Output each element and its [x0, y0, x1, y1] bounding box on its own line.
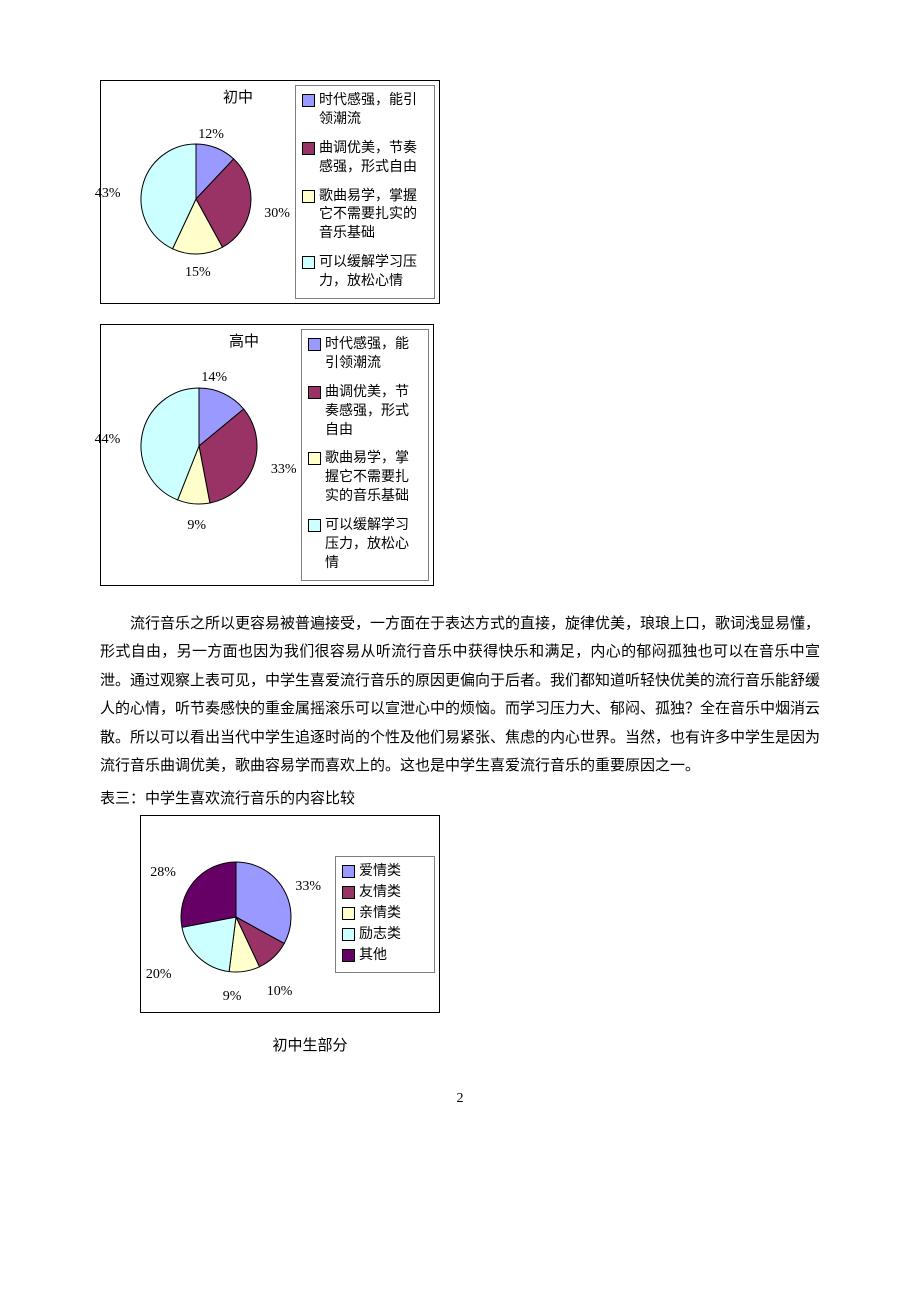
legend-swatch: [342, 928, 355, 941]
legend-swatch: [302, 94, 315, 107]
legend-item: 曲调优美，节奏感强，形式自由: [302, 140, 426, 178]
legend-item: 时代感强，能引领潮流: [302, 92, 426, 130]
legend-item: 时代感强，能引领潮流: [308, 336, 420, 374]
table3-heading: 表三：中学生喜欢流行音乐的内容比较: [100, 785, 820, 814]
legend-label: 可以缓解学习压力，放松心情: [325, 517, 420, 574]
chart3-legend: 爱情类友情类亲情类励志类其他: [335, 856, 435, 972]
pie-slice-label: 44%: [95, 429, 121, 450]
legend-label: 亲情类: [359, 905, 401, 924]
legend-swatch: [342, 865, 355, 878]
legend-label: 歌曲易学，掌握它不需要扎实的音乐基础: [319, 188, 426, 245]
chart2-container: 高中 14%33%9%44% 时代感强，能引领潮流曲调优美，节奏感强，形式自由歌…: [100, 324, 434, 586]
chart3-caption: 初中生部分: [140, 1035, 480, 1058]
legend-label: 时代感强，能引领潮流: [325, 336, 420, 374]
legend-label: 励志类: [359, 926, 401, 945]
legend-label: 其他: [359, 947, 387, 966]
legend-label: 曲调优美，节奏感强，形式自由: [325, 384, 420, 441]
chart1-legend: 时代感强，能引领潮流曲调优美，节奏感强，形式自由歌曲易学，掌握它不需要扎实的音乐…: [295, 85, 435, 299]
legend-label: 可以缓解学习压力，放松心情: [319, 254, 426, 292]
pie-slice-label: 20%: [146, 964, 172, 985]
legend-item: 可以缓解学习压力，放松心情: [302, 254, 426, 292]
chart3-container: 33% 10% 9% 20% 28% 爱情类友情类亲情类励志类其他: [140, 815, 440, 1013]
pie-slice-label: 9%: [187, 515, 206, 536]
legend-swatch: [302, 256, 315, 269]
legend-swatch: [308, 452, 321, 465]
pie-slice-label: 12%: [198, 124, 224, 145]
chart2-title: 高中: [229, 331, 289, 354]
chart1-pie-holder: 12%30%15%43%: [109, 112, 283, 286]
chart2-pie-holder: 14%33%9%44%: [109, 356, 289, 536]
legend-item: 励志类: [342, 926, 426, 945]
legend-swatch: [308, 338, 321, 351]
legend-swatch: [342, 886, 355, 899]
pie-slice-label: 30%: [264, 203, 290, 224]
legend-swatch: [302, 190, 315, 203]
analysis-paragraph: 流行音乐之所以更容易被普遍接受，一方面在于表达方式的直接，旋律优美，琅琅上口，歌…: [100, 610, 820, 781]
pie-slice-label: 14%: [201, 367, 227, 388]
chart2-plot-area: 高中 14%33%9%44%: [101, 325, 297, 585]
legend-label: 爱情类: [359, 863, 401, 882]
legend-item: 友情类: [342, 884, 426, 903]
legend-item: 可以缓解学习压力，放松心情: [308, 517, 420, 574]
chart1-plot-area: 初中 12%30%15%43%: [101, 81, 291, 303]
pie-slice-label: 33%: [271, 459, 297, 480]
pie-slice-label: 9%: [223, 986, 242, 1007]
legend-item: 爱情类: [342, 863, 426, 882]
legend-label: 曲调优美，节奏感强，形式自由: [319, 140, 426, 178]
page-number: 2: [100, 1088, 820, 1109]
legend-swatch: [302, 142, 315, 155]
chart2-legend: 时代感强，能引领潮流曲调优美，节奏感强，形式自由歌曲易学，掌握它不需要扎实的音乐…: [301, 329, 429, 581]
pie-slice-label: 43%: [95, 183, 121, 204]
chart3-pie-holder: 33% 10% 9% 20% 28%: [149, 830, 323, 1004]
legend-label: 时代感强，能引领潮流: [319, 92, 426, 130]
legend-item: 歌曲易学，掌握它不需要扎实的音乐基础: [308, 450, 420, 507]
chart3-plot-area: 33% 10% 9% 20% 28%: [141, 816, 331, 1012]
pie-slice-label: 10%: [267, 981, 293, 1002]
legend-label: 友情类: [359, 884, 401, 903]
pie-slice-label: 15%: [185, 262, 211, 283]
legend-item: 其他: [342, 947, 426, 966]
pie-slice-label: 28%: [150, 862, 176, 883]
chart1-title: 初中: [223, 87, 283, 110]
legend-item: 亲情类: [342, 905, 426, 924]
pie-slice-label: 33%: [295, 876, 321, 897]
legend-swatch: [308, 519, 321, 532]
legend-item: 曲调优美，节奏感强，形式自由: [308, 384, 420, 441]
legend-swatch: [342, 907, 355, 920]
chart1-container: 初中 12%30%15%43% 时代感强，能引领潮流曲调优美，节奏感强，形式自由…: [100, 80, 440, 304]
legend-item: 歌曲易学，掌握它不需要扎实的音乐基础: [302, 188, 426, 245]
legend-swatch: [308, 386, 321, 399]
legend-label: 歌曲易学，掌握它不需要扎实的音乐基础: [325, 450, 420, 507]
legend-swatch: [342, 949, 355, 962]
